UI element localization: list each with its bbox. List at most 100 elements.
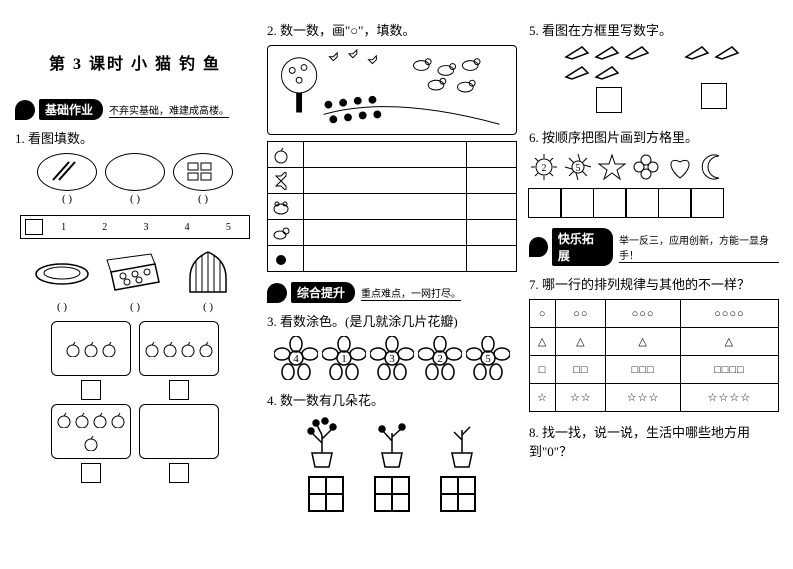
row-icon-duck	[268, 220, 304, 246]
draw-cell[interactable]	[304, 220, 467, 246]
ext-banner-label: 快乐拓展	[552, 228, 613, 266]
row-icon-chick	[268, 246, 304, 272]
eraser-icon	[564, 65, 590, 81]
count-cell[interactable]	[467, 220, 517, 246]
flower-icon[interactable]: 3	[370, 336, 414, 380]
table-row	[268, 168, 517, 194]
q1-item: ( )	[105, 153, 165, 205]
q1-paren: ( )	[173, 193, 233, 205]
apple-icon	[180, 341, 196, 357]
q1-item: ( )	[30, 249, 95, 313]
answer-box[interactable]	[81, 380, 101, 400]
apple-card-5	[51, 404, 131, 459]
answer-grid[interactable]	[308, 476, 344, 512]
svg-text:5: 5	[485, 353, 491, 365]
pattern-cell: ○○○	[606, 300, 680, 328]
table-row[interactable]: ☆☆☆☆☆☆☆☆☆☆	[530, 384, 779, 412]
answer-grid[interactable]	[374, 476, 410, 512]
q1-item: ( )	[37, 153, 97, 205]
question-7: 7. 哪一行的排列规律与其他的不一样？ ○○○○○○○○○○ △△△△ □□□□…	[529, 274, 779, 412]
answer-box[interactable]	[81, 463, 101, 483]
pencils-icon	[49, 160, 85, 184]
apple-card-3	[51, 321, 131, 376]
ext-section-banner: 快乐拓展 举一反三，应用创新，方能一显身手！	[529, 228, 779, 266]
answer-grid[interactable]	[440, 476, 476, 512]
table-row[interactable]: □□□□□□□□□□	[530, 356, 779, 384]
answer-box[interactable]	[596, 87, 622, 113]
table-row[interactable]: ○○○○○○○○○○	[530, 300, 779, 328]
pattern-cell: ○	[530, 300, 556, 328]
apple-icon	[74, 412, 90, 428]
q3-text: 3. 看数涂色。(是几就涂几片花瓣)	[267, 311, 517, 330]
question-5: 5. 看图在方框里写数字。	[529, 20, 779, 117]
question-1: 1. 看图填数。 ( ) ( ) (	[15, 128, 255, 487]
order-cell[interactable]	[690, 188, 724, 218]
lesson-title: 第 3 课时 小 猫 钓 鱼	[15, 50, 255, 74]
flower-icon[interactable]: 4	[274, 336, 318, 380]
answer-box[interactable]	[701, 83, 727, 109]
chocolate-box-icon	[103, 249, 168, 299]
order-cell[interactable]	[560, 188, 594, 218]
column-1: 第 3 课时 小 猫 钓 鱼 基础作业 不弃实基础，难建成高楼。 1. 看图填数…	[15, 20, 255, 522]
table-row	[268, 142, 517, 168]
answer-box[interactable]	[169, 463, 189, 483]
ruler-start-box[interactable]	[25, 219, 43, 235]
question-2: 2. 数一数，画"○"，填数。	[267, 20, 517, 272]
pattern-cell: □□	[556, 356, 606, 384]
apple-icon	[162, 341, 178, 357]
column-2: 2. 数一数，画"○"，填数。	[267, 20, 517, 522]
draw-cell[interactable]	[304, 194, 467, 220]
draw-cell[interactable]	[304, 246, 467, 272]
star-icon	[597, 152, 627, 182]
answer-box[interactable]	[169, 380, 189, 400]
apple-icon	[65, 341, 81, 357]
ruler: 1 2 3 4 5	[20, 215, 250, 239]
sun-icon: 2	[529, 152, 559, 182]
apple-icon	[83, 341, 99, 357]
draw-cell[interactable]	[304, 142, 467, 168]
ruler-numbers: 1 2 3 4 5	[43, 222, 249, 233]
pattern-cell: □	[530, 356, 556, 384]
count-cell[interactable]	[467, 246, 517, 272]
shape-sequence: 2 5	[529, 152, 779, 182]
apple-card-4	[139, 321, 219, 376]
oval-pencils	[37, 153, 97, 191]
pattern-cell: ○○	[556, 300, 606, 328]
ruler-num: 2	[102, 222, 107, 233]
bonsai-icon	[437, 415, 487, 470]
q1-paren: ( )	[176, 301, 241, 313]
pattern-cell: ☆☆☆☆	[680, 384, 778, 412]
order-boxes	[529, 188, 779, 218]
q8-text: 8. 找一找，说一说，生活中哪些地方用到"0"？	[529, 422, 779, 460]
table-row	[268, 194, 517, 220]
svg-text:1: 1	[341, 353, 347, 365]
apple-icon	[83, 435, 99, 451]
apple-icon	[56, 412, 72, 428]
pattern-cell: △	[556, 328, 606, 356]
ext-banner-sub: 举一反三，应用创新，方能一显身手！	[619, 232, 779, 263]
order-cell[interactable]	[528, 188, 562, 218]
apple-icon	[101, 341, 117, 357]
flower-icon[interactable]: 5	[466, 336, 510, 380]
table-row[interactable]: △△△△	[530, 328, 779, 356]
birdcage-icon	[176, 249, 241, 299]
flower-icon[interactable]: 1	[322, 336, 366, 380]
q1-item: ( )	[103, 249, 168, 313]
count-cell[interactable]	[467, 142, 517, 168]
count-cell[interactable]	[467, 168, 517, 194]
order-cell[interactable]	[625, 188, 659, 218]
row-icon-butterfly	[268, 168, 304, 194]
draw-cell[interactable]	[304, 168, 467, 194]
pattern-cell: □□□□	[680, 356, 778, 384]
q1-paren: ( )	[37, 193, 97, 205]
order-cell[interactable]	[593, 188, 627, 218]
order-cell[interactable]	[658, 188, 692, 218]
flower-icon[interactable]: 2	[418, 336, 462, 380]
table-row	[268, 220, 517, 246]
ruler-num: 5	[226, 222, 231, 233]
count-table	[267, 141, 517, 272]
ruler-num: 4	[185, 222, 190, 233]
count-cell[interactable]	[467, 194, 517, 220]
svg-text:3: 3	[389, 353, 395, 365]
apple-card-group	[139, 321, 219, 404]
